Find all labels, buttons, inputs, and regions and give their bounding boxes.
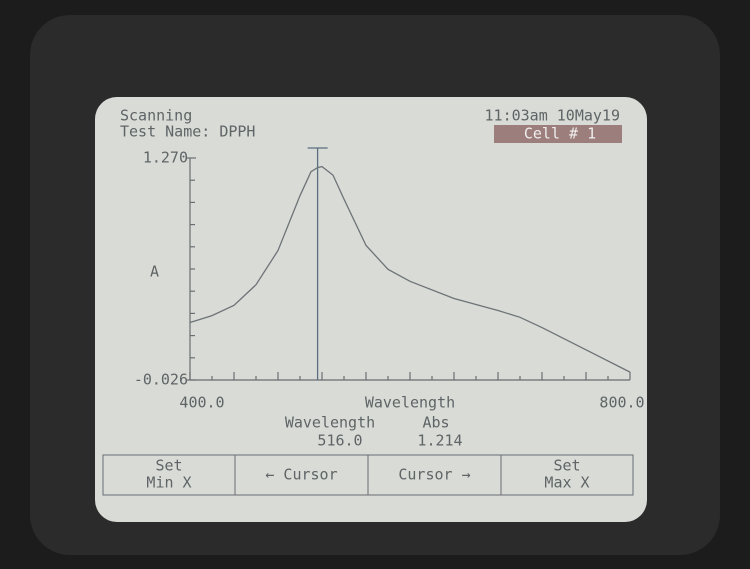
- y-tick-label: -0.026: [134, 371, 188, 389]
- button-label[interactable]: Set: [155, 457, 182, 475]
- button-label[interactable]: Set: [553, 457, 580, 475]
- x-axis-label: Wavelength: [365, 394, 455, 412]
- y-axis-label: A: [150, 263, 159, 281]
- button-label[interactable]: Max X: [544, 474, 589, 492]
- x-tick-label: 400.0: [179, 394, 224, 412]
- status: Scanning: [120, 107, 192, 125]
- cursor-x-value: 516.0: [317, 432, 362, 450]
- cursor-x-title: Wavelength: [285, 414, 375, 432]
- button-label[interactable]: ← Cursor: [265, 466, 337, 484]
- spectrum-line: [189, 165, 631, 373]
- button-label[interactable]: Cursor →: [398, 466, 470, 484]
- cell: Cell # 1: [524, 125, 596, 143]
- y-tick-label: 1.270: [143, 149, 188, 167]
- lcd-screen: [95, 97, 647, 522]
- cell-badge: [494, 125, 622, 143]
- cursor-y-value: 1.214: [417, 432, 462, 450]
- button-row: [102, 454, 634, 496]
- cursor-y-title: Abs: [422, 414, 449, 432]
- test-name: Test Name: DPPH: [120, 123, 255, 141]
- x-tick-label: 800.0: [599, 394, 644, 412]
- time: 11:03am 10May19: [485, 107, 620, 125]
- button-frame[interactable]: [500, 454, 634, 496]
- button-label[interactable]: Min X: [146, 474, 191, 492]
